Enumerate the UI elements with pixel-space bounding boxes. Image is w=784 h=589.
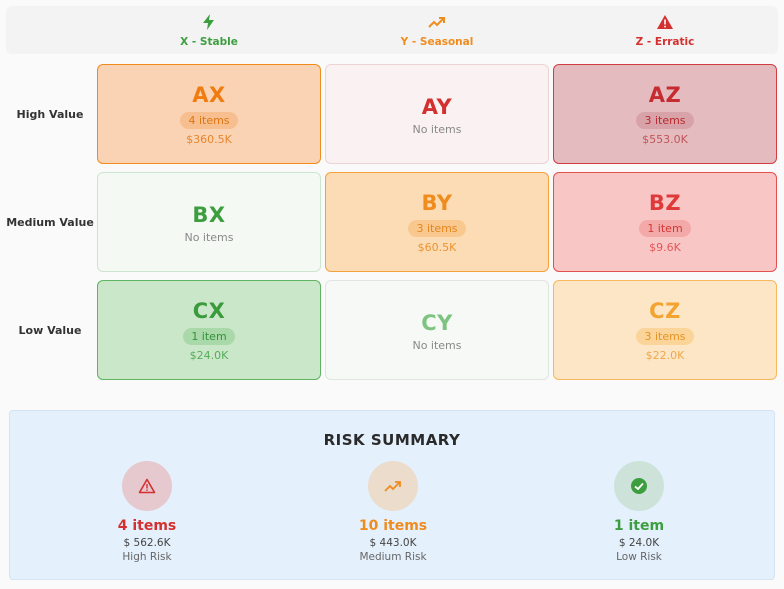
item-count-badge: 1 item xyxy=(639,220,691,237)
cell-code: AX xyxy=(192,83,226,107)
risk-high-circle xyxy=(122,461,172,511)
item-count-badge: 1 item xyxy=(183,328,235,345)
column-header-bar: X - Stable Y - Seasonal Z - Erratic xyxy=(6,6,778,54)
matrix-cell-bx[interactable]: BX No items xyxy=(97,172,321,272)
warning-icon xyxy=(138,478,156,494)
risk-high: 4 items $ 562.6K High Risk xyxy=(67,461,227,563)
cell-value: $9.6K xyxy=(649,241,681,254)
matrix-cell-by[interactable]: BY 3 items $60.5K xyxy=(325,172,549,272)
risk-summary-title: RISK SUMMARY xyxy=(323,431,461,449)
matrix-cell-az[interactable]: AZ 3 items $553.0K xyxy=(553,64,777,164)
risk-high-label: High Risk xyxy=(122,551,172,563)
risk-medium-count: 10 items xyxy=(358,518,428,534)
item-count-badge: 3 items xyxy=(636,328,694,345)
item-count-badge: 3 items xyxy=(636,112,694,129)
column-header-y: Y - Seasonal xyxy=(324,14,550,48)
risk-summary-panel: RISK SUMMARY 4 items $ 562.6K High Risk … xyxy=(9,410,775,580)
matrix-cell-cy[interactable]: CY No items xyxy=(325,280,549,380)
cell-value: $22.0K xyxy=(645,349,685,362)
empty-text: No items xyxy=(412,123,462,136)
check-circle-icon xyxy=(631,478,647,494)
matrix-cell-ay[interactable]: AY No items xyxy=(325,64,549,164)
risk-medium-label: Medium Risk xyxy=(359,551,427,563)
row-label-low: Low Value xyxy=(18,324,82,337)
cell-value: $24.0K xyxy=(189,349,229,362)
empty-text: No items xyxy=(412,339,462,352)
risk-high-amount: $ 562.6K xyxy=(123,537,171,549)
column-header-x: X - Stable xyxy=(96,14,322,48)
cell-code: AY xyxy=(421,95,453,119)
cell-code: CZ xyxy=(649,299,681,323)
lightning-bolt-icon xyxy=(203,14,214,30)
cell-value: $60.5K xyxy=(417,241,457,254)
matrix-cell-cx[interactable]: CX 1 item $24.0K xyxy=(97,280,321,380)
cell-code: AZ xyxy=(648,83,682,107)
risk-low-circle xyxy=(614,461,664,511)
trending-up-icon xyxy=(384,481,401,492)
cell-value: $360.5K xyxy=(186,133,232,146)
column-label-y: Y - Seasonal xyxy=(400,36,474,48)
cell-code: BY xyxy=(421,191,453,215)
trending-up-icon xyxy=(428,17,445,28)
risk-medium-circle xyxy=(368,461,418,511)
matrix-cell-bz[interactable]: BZ 1 item $9.6K xyxy=(553,172,777,272)
item-count-badge: 3 items xyxy=(408,220,466,237)
matrix-cell-cz[interactable]: CZ 3 items $22.0K xyxy=(553,280,777,380)
cell-code: BX xyxy=(192,203,226,227)
cell-code: CX xyxy=(192,299,226,323)
risk-low-count: 1 item xyxy=(613,518,665,534)
column-header-z: Z - Erratic xyxy=(552,14,778,48)
cell-value: $553.0K xyxy=(642,133,688,146)
empty-text: No items xyxy=(184,231,234,244)
cell-code: CY xyxy=(421,311,453,335)
warning-icon xyxy=(657,15,673,29)
row-label-high: High Value xyxy=(16,108,84,121)
matrix-cell-ax[interactable]: AX 4 items $360.5K xyxy=(97,64,321,164)
risk-low: 1 item $ 24.0K Low Risk xyxy=(559,461,719,563)
risk-low-amount: $ 24.0K xyxy=(618,537,660,549)
risk-low-label: Low Risk xyxy=(616,551,662,563)
risk-high-count: 4 items xyxy=(117,518,177,534)
column-label-x: X - Stable xyxy=(180,36,238,48)
cell-code: BZ xyxy=(648,191,682,215)
item-count-badge: 4 items xyxy=(180,112,238,129)
risk-medium: 10 items $ 443.0K Medium Risk xyxy=(313,461,473,563)
risk-medium-amount: $ 443.0K xyxy=(369,537,417,549)
row-label-medium: Medium Value xyxy=(6,216,94,229)
column-label-z: Z - Erratic xyxy=(635,36,695,48)
